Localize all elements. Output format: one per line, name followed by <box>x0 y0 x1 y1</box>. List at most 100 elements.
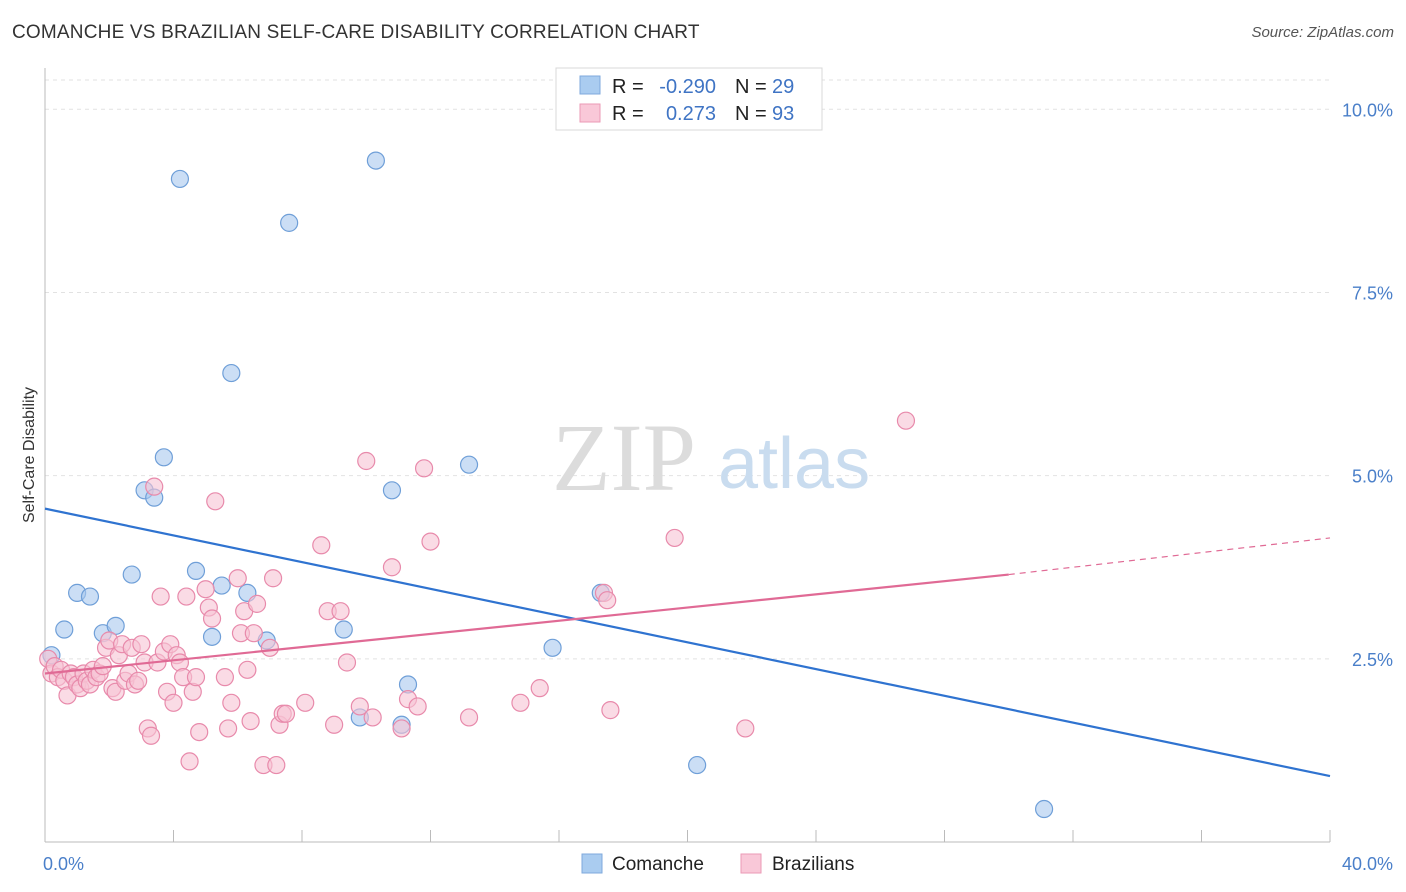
chart-source: Source: ZipAtlas.com <box>1251 24 1394 41</box>
comanche-point-9 <box>154 448 173 467</box>
brazilians-point-73 <box>331 602 350 621</box>
brazilians-point-86 <box>530 679 549 698</box>
comanche-point-1 <box>55 620 74 639</box>
brazilians-point-43 <box>177 587 196 606</box>
watermark-zip: ZIP <box>552 404 696 511</box>
chart-title: COMANCHE VS BRAZILIAN SELF-CARE DISABILI… <box>12 22 700 43</box>
legend-swatch-brazilians <box>579 103 601 123</box>
brazilians-point-78 <box>382 558 402 577</box>
legend-r-value-1: -0.290 <box>659 76 716 98</box>
brazilians-point-91 <box>736 719 755 738</box>
comanche-point-14 <box>222 363 241 383</box>
legend-r-value-2: 0.273 <box>666 103 716 125</box>
brazilians-point-58 <box>238 660 257 679</box>
brazilians-point-77 <box>363 708 382 727</box>
brazilians-point-72 <box>325 715 344 734</box>
series-legend: Comanche Brazilians <box>581 853 854 875</box>
brazilians-point-35 <box>151 587 170 606</box>
brazilians-point-44 <box>180 752 199 771</box>
comanche-point-13 <box>212 576 231 595</box>
comanche-trend-line <box>44 507 1331 778</box>
brazilians-point-79 <box>392 719 411 738</box>
brazilians-point-59 <box>241 712 260 731</box>
brazilians-trend-extension <box>1008 537 1331 576</box>
y-axis-label: Self-Care Disability <box>21 387 38 523</box>
comanche-point-11 <box>186 561 206 581</box>
trend-lines <box>44 507 1331 778</box>
brazilians-point-92 <box>896 411 916 430</box>
comanche-point-17 <box>280 213 299 232</box>
brazilians-point-89 <box>601 701 620 720</box>
comanche-point-28 <box>1034 799 1054 819</box>
legend-n-value-1: 29 <box>772 76 794 98</box>
legend-n-value-2: 93 <box>772 103 794 125</box>
brazilians-trend-line <box>44 573 1009 675</box>
brazilians-point-54 <box>222 693 241 712</box>
brazilians-point-28 <box>129 671 148 690</box>
series-swatch-brazilians <box>740 853 762 874</box>
brazilians-point-68 <box>276 704 296 723</box>
brazilians-point-53 <box>219 719 238 738</box>
brazilians-point-41 <box>170 653 190 672</box>
comanche-point-21 <box>382 481 402 500</box>
comanche-point-12 <box>202 627 222 646</box>
brazilians-point-52 <box>215 668 234 687</box>
y-tick-label-3: 10.0% <box>1342 100 1393 120</box>
brazilians-point-65 <box>267 755 286 775</box>
legend-swatch-comanche <box>579 75 601 95</box>
legend-r-label-2: R = <box>612 103 644 125</box>
brazilians-point-50 <box>202 609 222 628</box>
brazilians-point-84 <box>459 708 479 727</box>
x-tick-label-1: 40.0% <box>1342 854 1393 874</box>
brazilians-point-69 <box>296 693 315 712</box>
watermark: ZIP atlas <box>552 404 870 511</box>
comanche-point-20 <box>366 151 385 170</box>
brazilians-point-63 <box>260 638 279 657</box>
watermark-atlas: atlas <box>718 424 870 504</box>
brazilians-point-82 <box>414 459 434 478</box>
brazilians-point-64 <box>263 569 283 588</box>
brazilians-point-29 <box>132 635 151 654</box>
comanche-point-3 <box>80 587 100 606</box>
axes: 2.5% 5.0% 7.5% 10.0% 0.0% 40.0% <box>43 68 1393 874</box>
comanche-point-27 <box>688 755 707 775</box>
comanche-point-10 <box>170 169 190 189</box>
comanche-point-6 <box>122 565 141 584</box>
brazilians-point-39 <box>164 693 183 712</box>
brazilians-point-76 <box>357 451 376 471</box>
legend-n-label-1: N = <box>735 76 767 98</box>
brazilians-point-45 <box>183 682 202 701</box>
legend-n-label-2: N = <box>735 103 767 125</box>
brazilians-point-60 <box>244 624 263 643</box>
y-tick-label-0: 2.5% <box>1352 650 1393 670</box>
brazilians-point-47 <box>190 722 209 742</box>
brazilians-point-51 <box>206 492 225 511</box>
brazilians-point-33 <box>145 477 164 496</box>
brazilians-point-61 <box>247 594 267 613</box>
brazilians-point-46 <box>186 668 206 687</box>
brazilians-point-70 <box>312 536 331 555</box>
brazilians-point-90 <box>665 528 684 548</box>
brazilians-point-48 <box>196 580 215 599</box>
series-swatch-comanche <box>581 853 603 874</box>
brazilians-point-75 <box>350 697 369 716</box>
brazilians-point-88 <box>598 591 617 610</box>
y-tick-label-1: 5.0% <box>1352 467 1393 487</box>
brazilians-point-83 <box>421 532 440 551</box>
comanche-point-25 <box>543 638 562 657</box>
brazilians-point-74 <box>337 653 357 672</box>
brazilians-point-85 <box>511 693 530 712</box>
y-tick-label-2: 7.5% <box>1352 283 1393 303</box>
data-points <box>39 151 1054 819</box>
brazilians-point-55 <box>228 569 247 588</box>
legend-r-label-1: R = <box>612 76 644 98</box>
comanche-point-18 <box>334 620 353 639</box>
comanche-point-24 <box>459 455 479 474</box>
series-label-brazilians: Brazilians <box>772 854 854 875</box>
brazilians-point-81 <box>408 697 427 716</box>
correlation-legend: R = -0.290 N = 29 R = 0.273 N = 93 <box>555 67 823 131</box>
brazilians-point-32 <box>141 726 161 745</box>
series-label-comanche: Comanche <box>612 854 704 875</box>
x-tick-label-0: 0.0% <box>43 854 84 874</box>
